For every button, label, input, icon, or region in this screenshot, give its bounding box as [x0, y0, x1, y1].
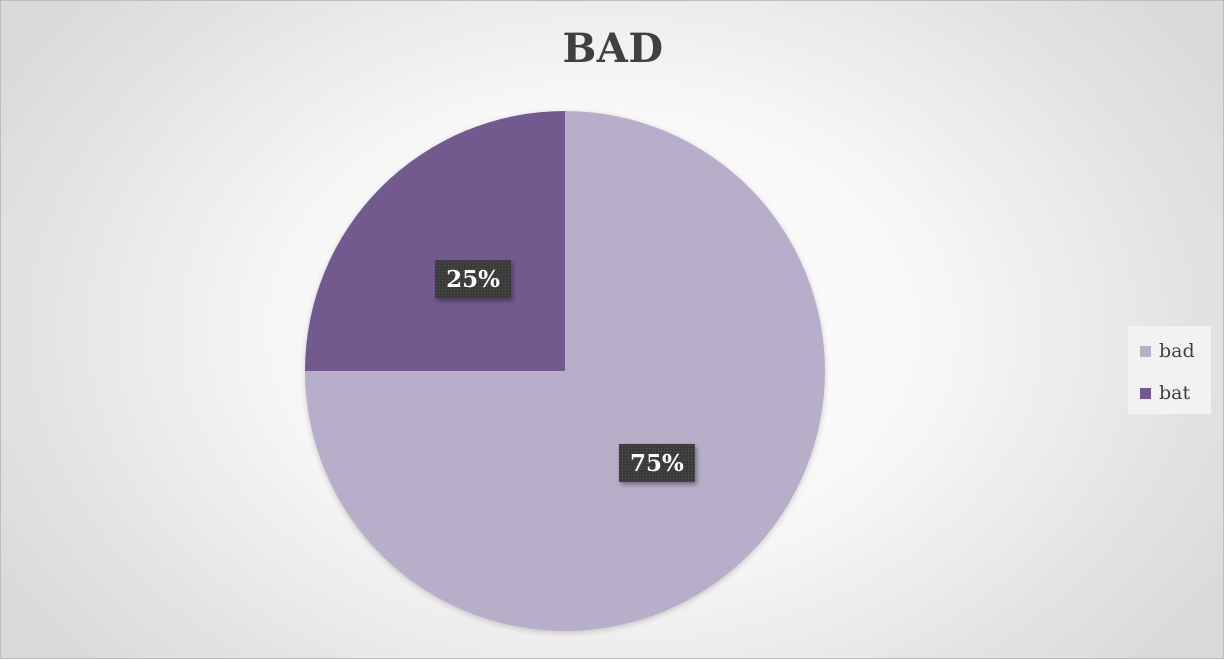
data-label-bat: 25%: [435, 260, 512, 299]
legend-item-bat: bat: [1140, 382, 1190, 404]
legend-swatch-bad: [1140, 345, 1151, 357]
legend-swatch-bat: [1140, 387, 1151, 399]
data-label-text: 25%: [446, 266, 500, 293]
chart-title: BAD: [562, 25, 664, 72]
data-label-box: [435, 260, 512, 299]
data-label-text: 75%: [630, 450, 684, 477]
pie-slices: [305, 111, 825, 631]
legend-label-bad: bad: [1159, 340, 1195, 362]
legend: bad bat: [1128, 326, 1211, 414]
pie-slice-bat: [305, 111, 565, 371]
legend-item-bad: bad: [1140, 340, 1195, 362]
data-label-bad: 75%: [618, 443, 695, 482]
data-labels: 75% 25%: [435, 260, 695, 482]
legend-label-bat: bat: [1159, 382, 1191, 404]
data-label-box: [618, 443, 695, 482]
